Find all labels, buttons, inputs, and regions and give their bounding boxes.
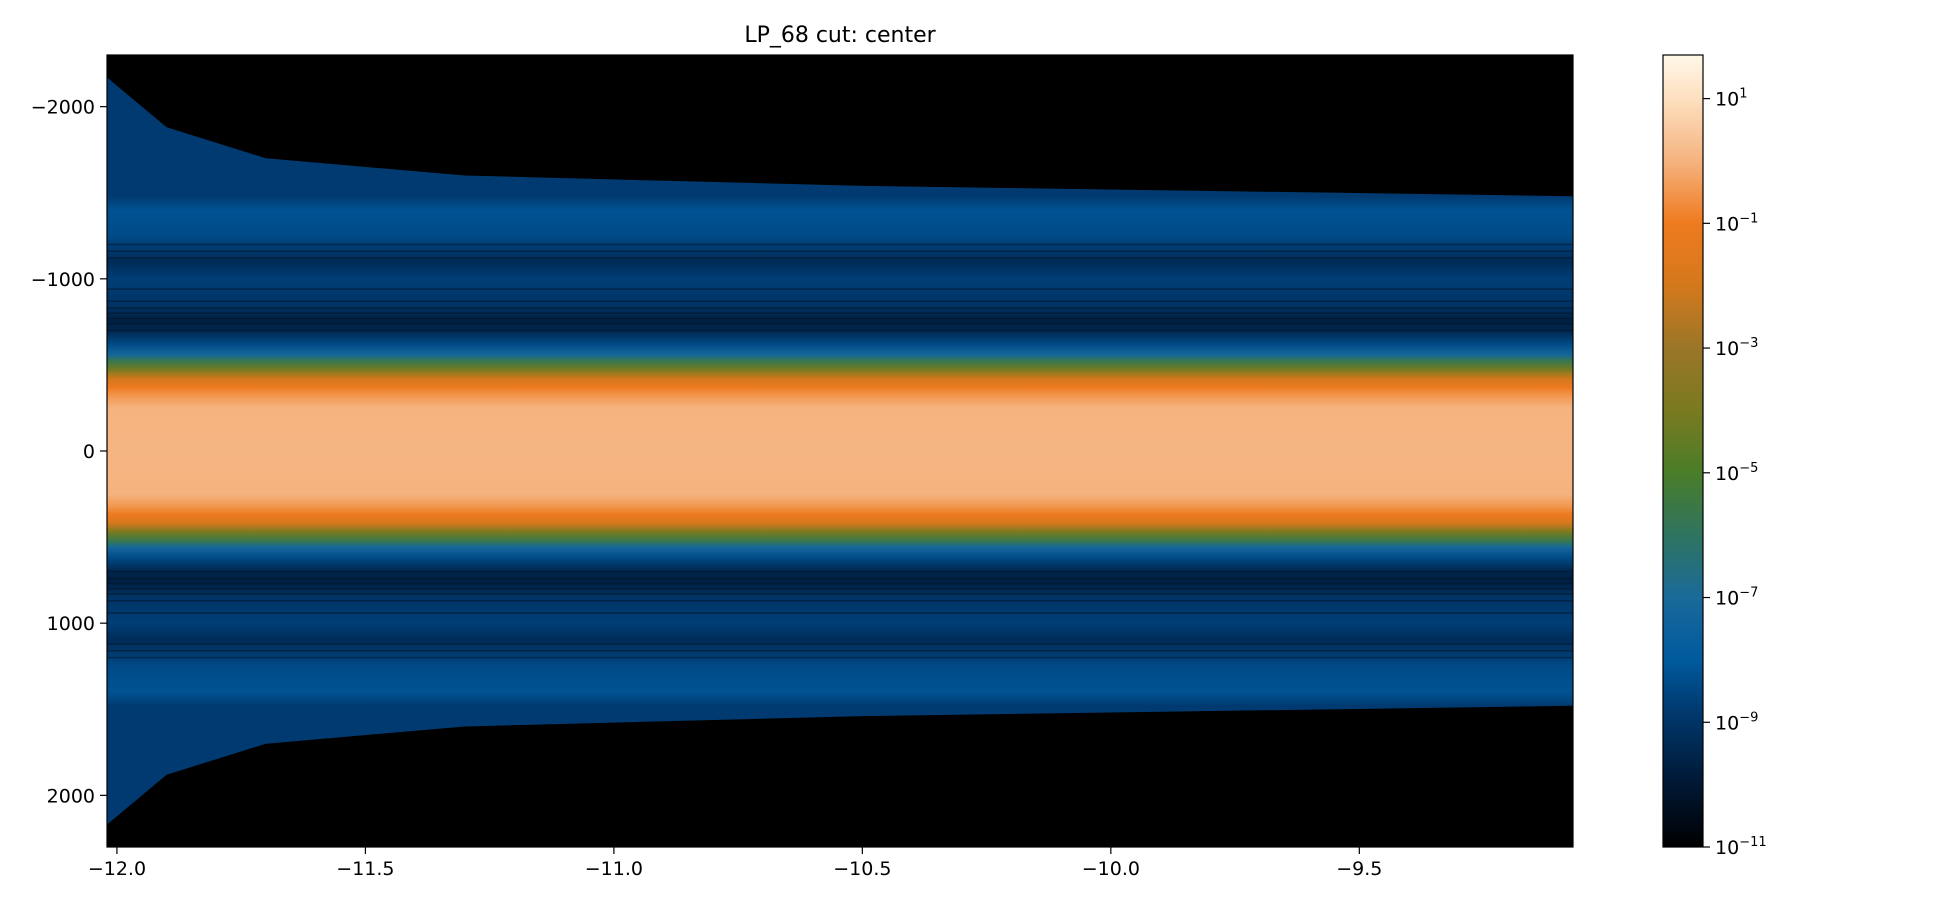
x-tick-label: −10.5 xyxy=(833,858,891,880)
heatmap-envelope xyxy=(107,77,1573,825)
colorbar-tick-label: 10−7 xyxy=(1715,586,1758,610)
y-tick-label: 1000 xyxy=(47,613,95,635)
colorbar-tick-label: 10−9 xyxy=(1715,710,1758,734)
colorbar-tick-label: 101 xyxy=(1715,87,1747,111)
x-axis: −12.0 −11.5 −11.0 −10.5 −10.0 −9.5 xyxy=(88,847,1382,880)
x-tick-label: −11.5 xyxy=(336,858,394,880)
heatmap-band xyxy=(107,77,1573,825)
colorbar-tick-label: 10−5 xyxy=(1715,461,1758,485)
y-tick-label: 0 xyxy=(83,441,95,463)
colorbar-fill xyxy=(1663,55,1703,847)
x-tick-label: −11.0 xyxy=(585,858,643,880)
y-axis: −2000 −1000 0 1000 2000 xyxy=(31,97,107,807)
y-tick-label: 2000 xyxy=(47,785,95,807)
y-tick-label: −1000 xyxy=(31,269,95,291)
colorbar: 101 10−1 10−3 10−5 10−7 10−9 10−11 xyxy=(1662,54,1767,859)
colorbar-tick-label: 10−1 xyxy=(1715,211,1758,235)
heatmap-dark-lines xyxy=(107,243,1573,659)
y-tick-label: −2000 xyxy=(31,97,95,119)
colorbar-tick-label: 10−11 xyxy=(1715,835,1767,859)
colorbar-ticks: 101 10−1 10−3 10−5 10−7 10−9 10−11 xyxy=(1703,87,1767,859)
plot-area xyxy=(107,55,1573,847)
x-tick-label: −9.5 xyxy=(1336,858,1382,880)
x-tick-label: −12.0 xyxy=(88,858,146,880)
x-tick-label: −10.0 xyxy=(1082,858,1140,880)
chart-title: LP_68 cut: center xyxy=(744,23,936,48)
colorbar-tick-label: 10−3 xyxy=(1715,336,1758,360)
colorbar-frame xyxy=(1662,54,1704,848)
